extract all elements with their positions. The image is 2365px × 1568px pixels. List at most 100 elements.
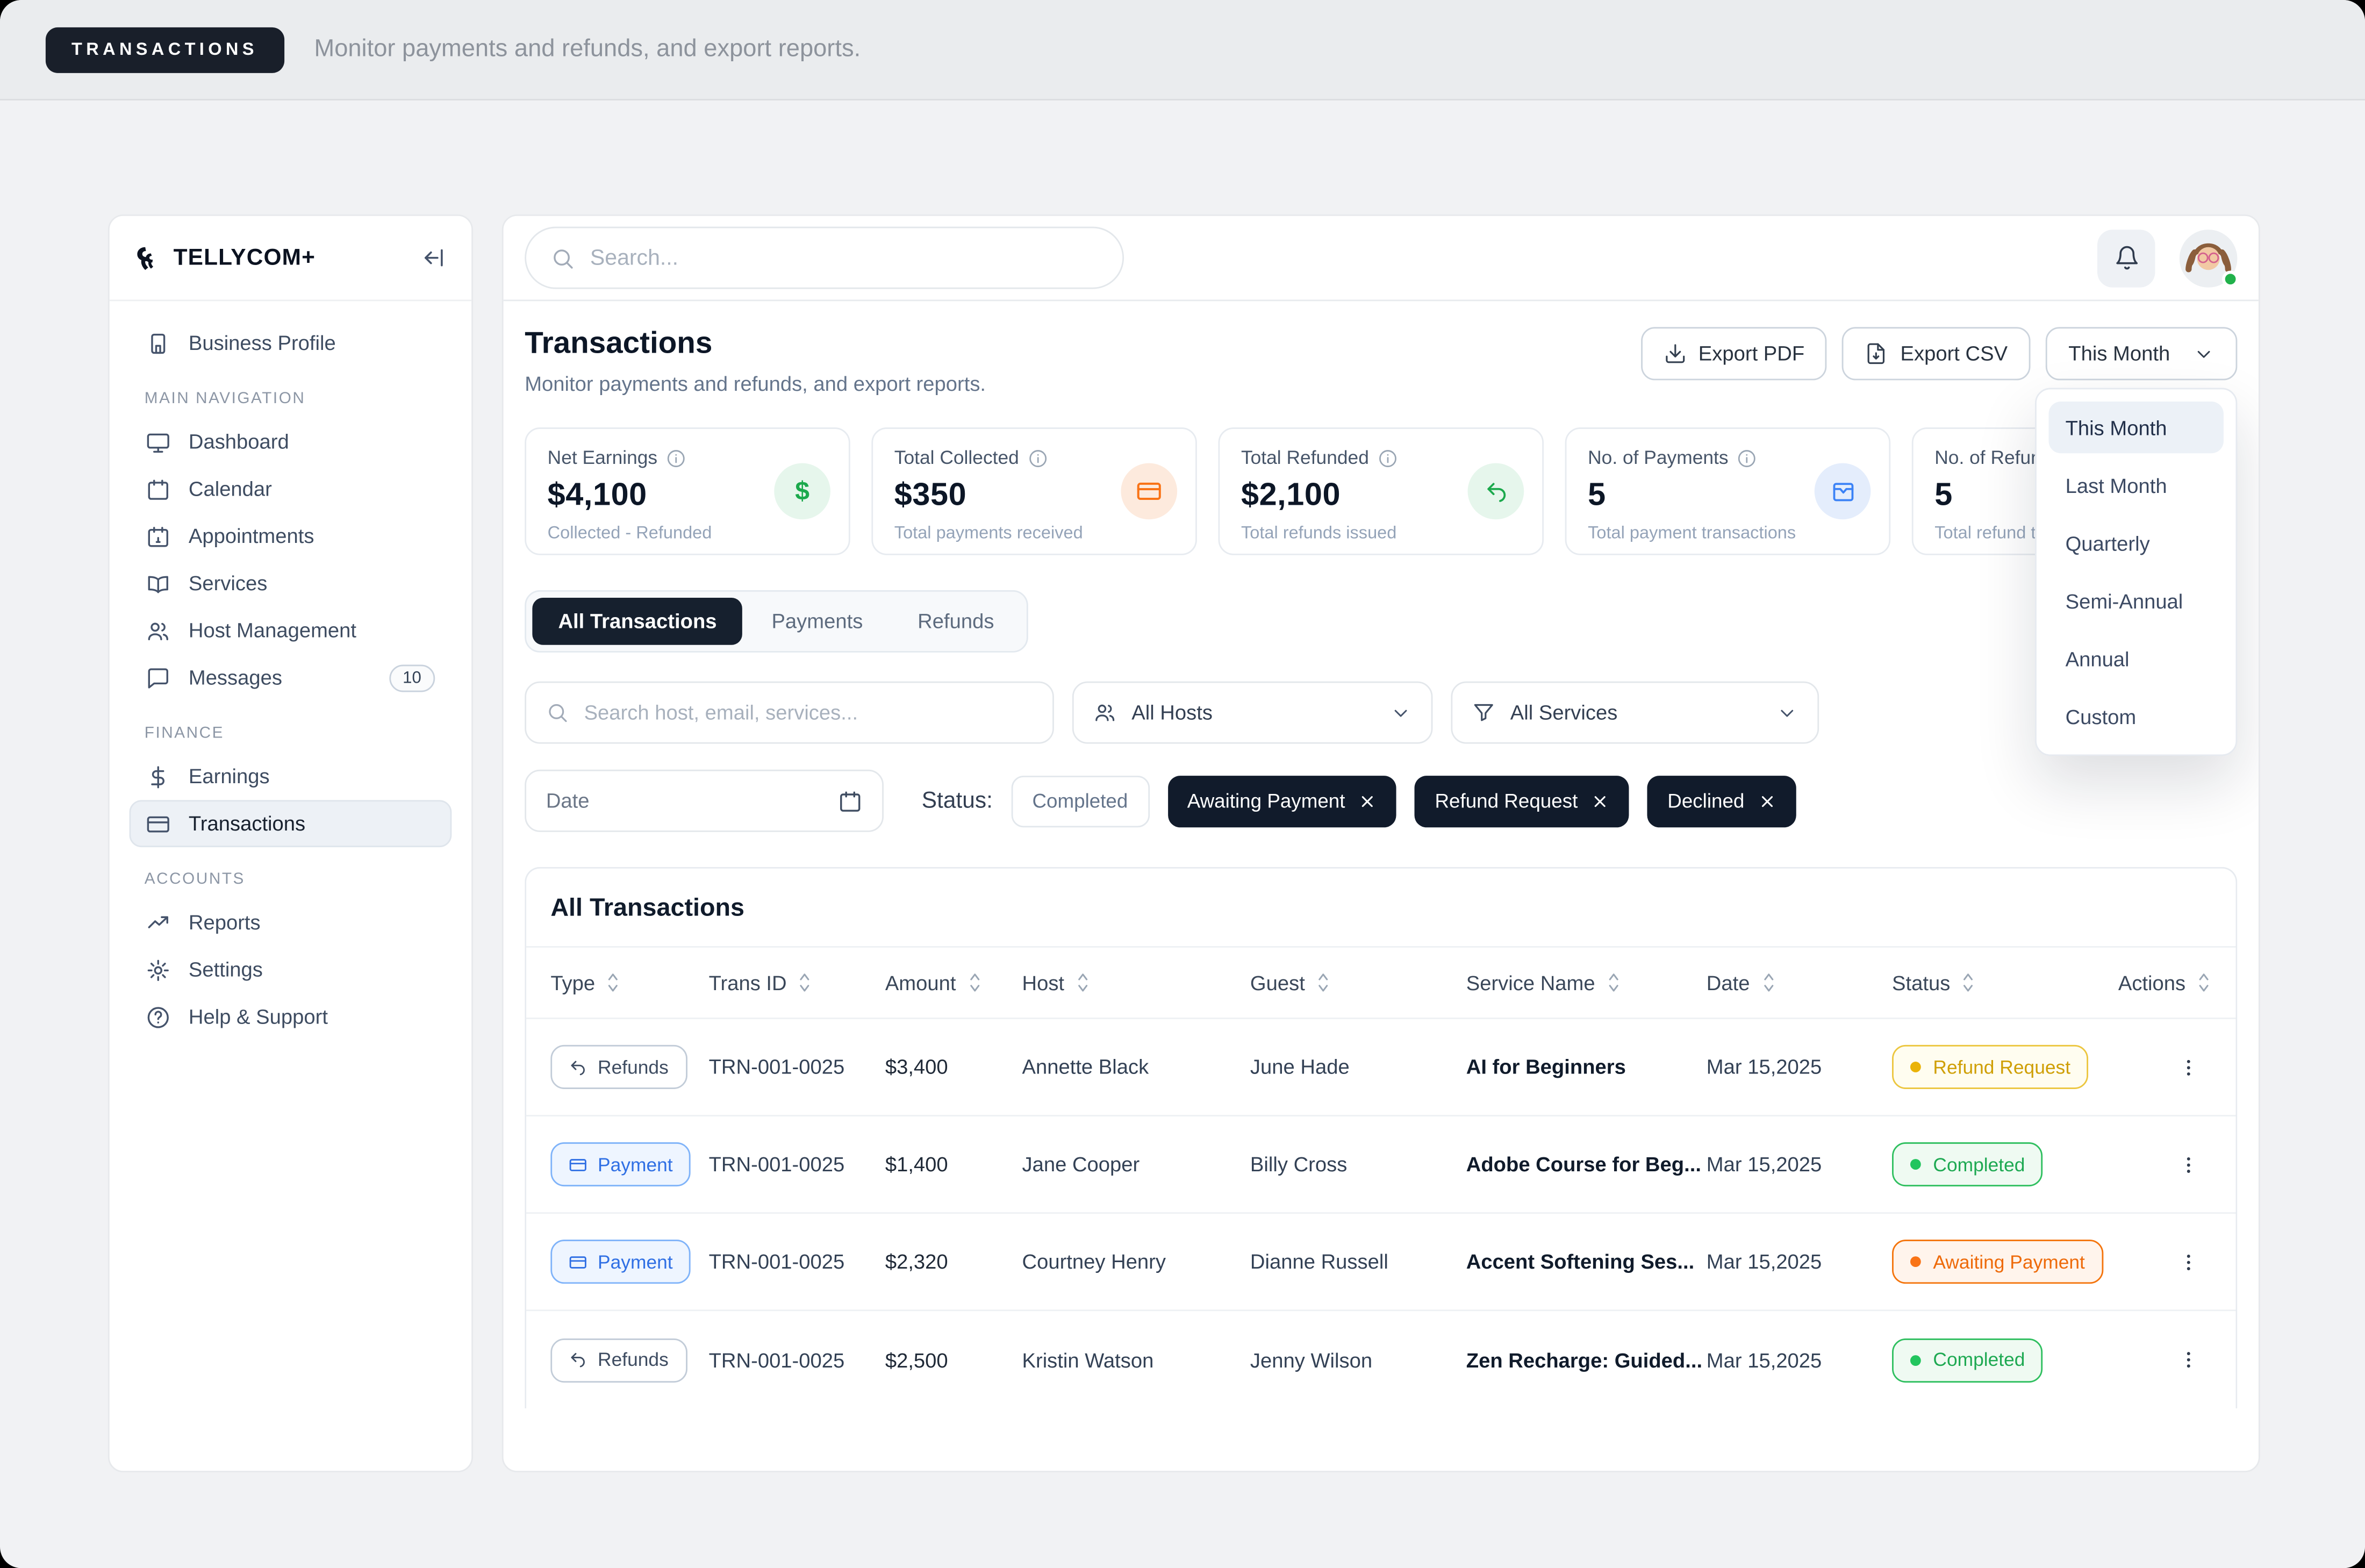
- period-option-last-month[interactable]: Last Month: [2065, 474, 2167, 497]
- filters-row: All Hosts All Services: [525, 681, 2237, 744]
- notifications-button[interactable]: [2097, 228, 2155, 287]
- avatar-image: [2179, 228, 2238, 287]
- info-icon[interactable]: [1738, 448, 1758, 468]
- column-header-trans-id[interactable]: Trans ID: [709, 971, 885, 994]
- info-icon[interactable]: [1028, 448, 1048, 468]
- status-chip-awaiting-payment[interactable]: Awaiting Payment: [1167, 775, 1397, 827]
- tab-refunds[interactable]: Refunds: [918, 610, 994, 633]
- type-pill-payment: Payment: [550, 1142, 691, 1187]
- stat-caption: Total refunds issued: [1241, 525, 1397, 543]
- row-actions-button[interactable]: [2166, 1342, 2211, 1378]
- sidebar-item-appointments[interactable]: Appointments: [130, 513, 452, 560]
- tab-payments[interactable]: Payments: [771, 610, 863, 633]
- column-header-status[interactable]: Status: [1892, 971, 2117, 994]
- cell-host: Kristin Watson: [1022, 1348, 1154, 1371]
- row-actions-button[interactable]: [2166, 1146, 2211, 1183]
- column-header-guest[interactable]: Guest: [1250, 971, 1466, 994]
- sidebar-item-business-profile[interactable]: Business Profile: [130, 319, 452, 367]
- table-search-input[interactable]: [584, 701, 1033, 724]
- stat-caption: Total payments received: [894, 525, 1083, 543]
- services-filter-select[interactable]: All Services: [1451, 681, 1819, 744]
- column-header-actions[interactable]: Actions: [2117, 971, 2211, 994]
- main-header: [503, 216, 2259, 302]
- calendar-day-icon: [146, 524, 170, 548]
- date-filter-value: Date: [546, 789, 590, 813]
- column-header-type[interactable]: Type: [550, 971, 708, 994]
- building-icon: [146, 331, 170, 355]
- global-search-input[interactable]: [590, 245, 1098, 270]
- sidebar-item-help-support[interactable]: Help & Support: [130, 993, 452, 1041]
- sidebar-section-accounts: ACCOUNTS: [144, 870, 245, 889]
- close-icon[interactable]: [1359, 792, 1377, 810]
- global-search[interactable]: [525, 226, 1124, 289]
- stats-row: Net Earnings $4,100 Collected - Refunded…: [525, 427, 2238, 555]
- sidebar-item-messages[interactable]: Messages 10: [130, 654, 452, 701]
- funnel-icon: [1472, 701, 1495, 724]
- close-icon[interactable]: [1592, 792, 1610, 810]
- sidebar-item-calendar[interactable]: Calendar: [130, 466, 452, 513]
- row-actions-button[interactable]: [2166, 1243, 2211, 1280]
- period-option-annual[interactable]: Annual: [2065, 647, 2130, 670]
- stat-value: 5: [1934, 477, 1953, 513]
- sidebar-item-label: Host Management: [188, 619, 357, 642]
- stat-caption: Collected - Refunded: [547, 525, 712, 543]
- sidebar-collapse-button[interactable]: [421, 245, 447, 271]
- row-actions-button[interactable]: [2166, 1049, 2211, 1085]
- sidebar-item-earnings[interactable]: Earnings: [130, 753, 452, 800]
- period-select[interactable]: This Month: [2045, 327, 2238, 381]
- sidebar-item-dashboard[interactable]: Dashboard: [130, 418, 452, 466]
- sidebar-item-reports[interactable]: Reports: [130, 899, 452, 946]
- column-header-date[interactable]: Date: [1707, 971, 1892, 994]
- hosts-filter-select[interactable]: All Hosts: [1072, 681, 1433, 744]
- close-icon[interactable]: [1758, 792, 1776, 810]
- sidebar-item-services[interactable]: Services: [130, 560, 452, 607]
- table-search[interactable]: [525, 681, 1054, 744]
- cell-date: Mar 15,2025: [1706, 1055, 1822, 1079]
- status-chip-declined[interactable]: Declined: [1647, 775, 1796, 827]
- status-chip-refund-request[interactable]: Refund Request: [1415, 775, 1630, 827]
- export-pdf-button[interactable]: Export PDF: [1640, 327, 1828, 381]
- brand: TELLYCOM+: [134, 244, 316, 271]
- status-dot: [1910, 1354, 1921, 1365]
- trending-up-icon: [146, 911, 170, 935]
- sort-icon: [1961, 972, 1976, 993]
- export-csv-label: Export CSV: [1900, 342, 2008, 366]
- table-row: Payment TRN-001-0025 $2,320 Courtney Hen…: [526, 1214, 2236, 1312]
- status-chip-completed[interactable]: Completed: [1010, 775, 1149, 827]
- cell-amount: $3,400: [885, 1055, 948, 1079]
- cell-amount: $2,500: [885, 1348, 948, 1371]
- stat-label: No. of Payments: [1588, 447, 1729, 469]
- period-option-quarterly[interactable]: Quarterly: [2065, 531, 2150, 555]
- table-title: All Transactions: [526, 869, 2236, 948]
- stat-value: 5: [1588, 477, 1606, 513]
- main-panel: Transactions Monitor payments and refund…: [501, 214, 2260, 1473]
- sidebar-item-settings[interactable]: Settings: [130, 946, 452, 993]
- period-option-semi-annual[interactable]: Semi-Annual: [2065, 589, 2183, 612]
- table-row: Refunds TRN-001-0025 $3,400 Annette Blac…: [526, 1019, 2236, 1116]
- page-badge: TRANSACTIONS: [45, 26, 284, 73]
- cell-amount: $2,320: [885, 1250, 948, 1273]
- export-csv-button[interactable]: Export CSV: [1842, 327, 2031, 381]
- column-header-service-name[interactable]: Service Name: [1466, 971, 1707, 994]
- info-icon[interactable]: [1378, 448, 1398, 468]
- sidebar-item-transactions[interactable]: Transactions: [129, 800, 452, 848]
- info-icon[interactable]: [666, 448, 686, 468]
- credit-card-icon: [569, 1255, 586, 1268]
- cell-guest: Jenny Wilson: [1250, 1348, 1373, 1371]
- user-avatar[interactable]: [2179, 228, 2239, 287]
- sidebar-item-host-management[interactable]: Host Management: [130, 607, 452, 654]
- dollar-icon: [146, 764, 170, 789]
- sort-icon: [797, 972, 812, 993]
- cell-amount: $1,400: [885, 1152, 948, 1176]
- date-filter[interactable]: Date: [525, 769, 884, 832]
- column-header-host[interactable]: Host: [1022, 971, 1250, 994]
- status-chip-label: Refund Request: [1435, 789, 1578, 813]
- period-option-custom[interactable]: Custom: [2065, 705, 2137, 728]
- tab-all-transactions[interactable]: All Transactions: [532, 598, 743, 645]
- column-header-amount[interactable]: Amount: [885, 971, 1022, 994]
- users-icon: [1093, 701, 1116, 724]
- users-icon: [146, 618, 170, 642]
- messages-count-badge: 10: [389, 664, 435, 692]
- period-option-this-month[interactable]: This Month: [2048, 402, 2224, 454]
- status-dot: [1910, 1062, 1921, 1072]
